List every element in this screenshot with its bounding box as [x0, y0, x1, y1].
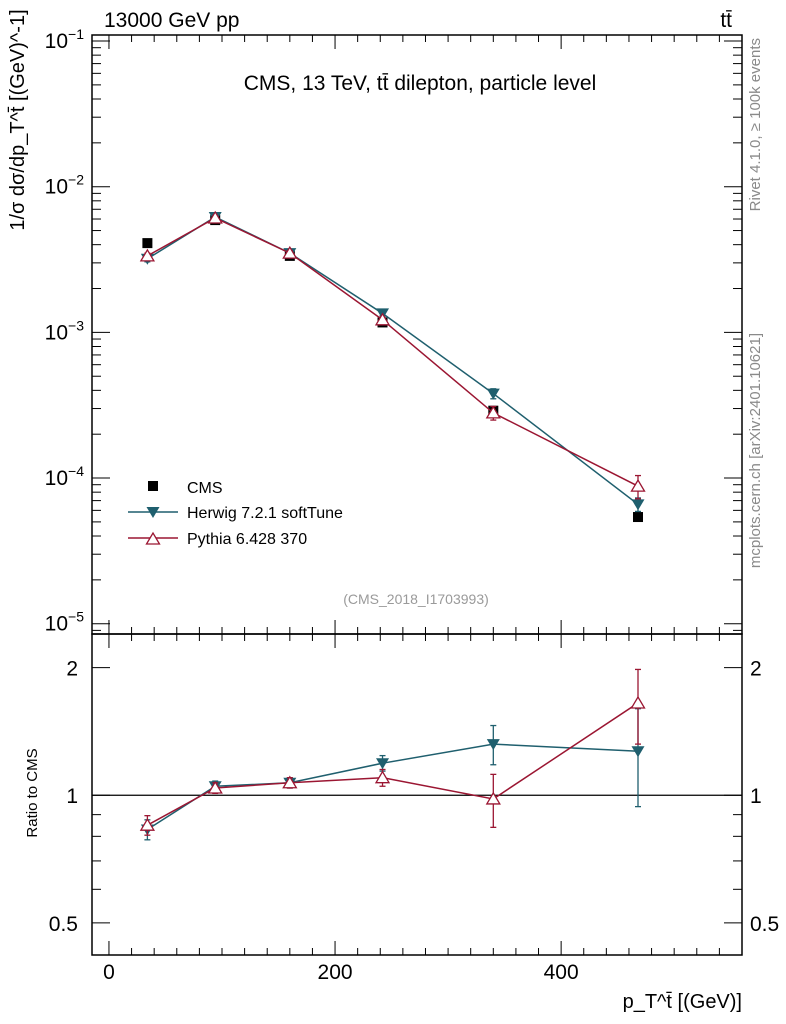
plot-title: CMS, 13 TeV, tt̄ dilepton, particle leve… [244, 72, 597, 95]
legend-label-herwig: Herwig 7.2.1 softTune [187, 505, 343, 522]
data-point-pythia [374, 312, 391, 326]
x-axis-label: p_T^t̄ [(GeV)] [623, 991, 742, 1013]
series-line [146, 743, 639, 831]
y-tick-label: 10−4 [45, 463, 85, 490]
y-tick-label: 0.5 [49, 913, 78, 936]
series-line [146, 216, 639, 505]
x-tick-label: 0 [103, 961, 115, 984]
data-point-pythia [207, 210, 223, 224]
data-point-pythia [282, 245, 298, 259]
legend-label-cms: CMS [187, 480, 223, 497]
data-point-herwig [376, 758, 390, 770]
y-tick-label: 10−1 [45, 26, 85, 53]
y-tick-label: 1 [66, 785, 78, 808]
ratio-panel: 0.5 0.5 1 1 2 2 0 200 400 [49, 633, 779, 984]
data-point-pythia [374, 770, 391, 784]
y-tick-label: 10−2 [45, 172, 85, 199]
data-point-herwig [486, 739, 500, 751]
legend-marker-cms [148, 481, 158, 491]
data-point-pythia [485, 791, 501, 805]
y-tick-label-right: 1 [750, 785, 762, 808]
legend: CMS Herwig 7.2.1 softTune Pythia 6.428 3… [128, 480, 343, 548]
data-point-pythia [630, 695, 646, 709]
y-tick-label: 2 [66, 658, 78, 681]
main-y-axis-label: 1/σ dσ/dp_T^t̄ [(GeV)^-1] [7, 9, 29, 230]
y-tick-label-right: 0.5 [750, 913, 779, 936]
data-point-pythia [139, 248, 156, 262]
data-point-herwig [631, 746, 645, 758]
y-tick-label: 10−5 [45, 609, 85, 636]
data-point-herwig [631, 499, 645, 511]
legend-label-pythia: Pythia 6.428 370 [187, 531, 307, 548]
legend-marker-pythia [145, 531, 161, 545]
analysis-watermark: (CMS_2018_I1703993) [343, 591, 489, 607]
data-point-herwig [486, 388, 500, 400]
header-final-state: tt̄ [720, 9, 732, 32]
data-point-pythia [485, 405, 501, 419]
header-process: 13000 GeV pp [104, 9, 239, 32]
x-tick-label: 400 [544, 961, 579, 984]
legend-marker-herwig [146, 507, 160, 518]
series-line [147, 702, 639, 826]
x-tick-label: 200 [318, 961, 353, 984]
data-point-pythia [630, 478, 646, 492]
ratio-y-axis-label: Ratio to CMS [24, 748, 41, 837]
mcplots-label: mcplots.cern.ch [arXiv:2401.10621] [747, 333, 764, 568]
data-point-cms [633, 512, 643, 523]
panel-frame [91, 633, 743, 956]
data-point-pythia [139, 817, 156, 831]
y-tick-label: 10−3 [45, 317, 85, 344]
rivet-version-label: Rivet 4.1.0, ≥ 100k events [747, 38, 764, 211]
data-point-pythia [282, 775, 298, 789]
data-point-pythia [207, 780, 223, 794]
series-line [147, 217, 639, 487]
data-point-cms [142, 238, 153, 249]
y-tick-label-right: 2 [750, 658, 762, 681]
